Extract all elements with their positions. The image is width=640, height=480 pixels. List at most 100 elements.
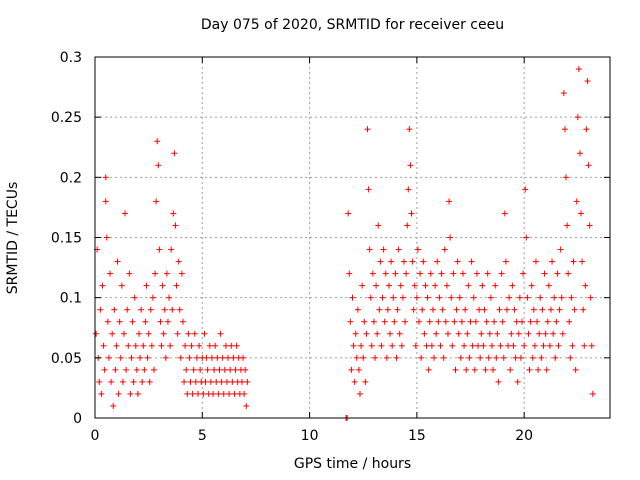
data-point xyxy=(580,306,587,313)
data-point xyxy=(499,318,506,325)
data-point xyxy=(455,330,462,337)
data-point xyxy=(242,366,249,373)
data-point xyxy=(446,198,453,205)
data-point xyxy=(230,354,237,361)
data-point xyxy=(440,354,447,361)
y-tick-label: 0.2 xyxy=(60,170,82,186)
data-point xyxy=(404,222,411,229)
data-point xyxy=(102,174,109,181)
data-point xyxy=(528,282,535,289)
data-point xyxy=(359,282,366,289)
data-point xyxy=(387,330,394,337)
data-point xyxy=(569,342,576,349)
data-point xyxy=(547,306,554,313)
data-point xyxy=(211,366,218,373)
data-point xyxy=(428,342,435,349)
data-point xyxy=(549,258,556,265)
data-point xyxy=(417,270,424,277)
data-point xyxy=(497,342,504,349)
data-point xyxy=(485,354,492,361)
data-point xyxy=(167,342,174,349)
data-point xyxy=(238,378,245,385)
data-point xyxy=(220,390,227,397)
data-point xyxy=(348,366,355,373)
data-point xyxy=(197,366,204,373)
data-point xyxy=(513,318,520,325)
x-tick-label: 10 xyxy=(301,428,319,444)
data-point xyxy=(395,246,402,253)
data-point xyxy=(100,342,107,349)
data-point xyxy=(351,378,358,385)
data-point xyxy=(188,342,195,349)
data-point xyxy=(511,306,518,313)
data-point xyxy=(125,342,132,349)
data-point xyxy=(530,306,537,313)
data-point xyxy=(126,270,133,277)
data-point xyxy=(375,222,382,229)
data-point xyxy=(135,330,142,337)
data-point xyxy=(439,306,446,313)
data-point xyxy=(378,342,385,349)
data-point xyxy=(457,354,464,361)
data-point xyxy=(226,390,233,397)
data-point xyxy=(441,246,448,253)
data-point xyxy=(222,342,229,349)
data-point xyxy=(162,354,169,361)
data-point xyxy=(405,186,412,193)
data-point xyxy=(579,258,586,265)
data-point xyxy=(227,366,234,373)
data-point xyxy=(170,210,177,217)
data-point xyxy=(178,270,185,277)
data-point xyxy=(419,306,426,313)
data-point xyxy=(383,354,390,361)
data-point xyxy=(184,390,191,397)
chart-points xyxy=(93,66,596,421)
data-point xyxy=(537,294,544,301)
data-point xyxy=(379,294,386,301)
data-point xyxy=(477,354,484,361)
data-point xyxy=(195,390,201,397)
data-point xyxy=(551,294,558,301)
data-point xyxy=(366,246,373,253)
data-point xyxy=(522,186,529,193)
data-point xyxy=(482,366,489,373)
data-point xyxy=(110,402,117,409)
data-point xyxy=(120,330,127,337)
data-point xyxy=(418,354,425,361)
data-point xyxy=(169,306,176,313)
data-point xyxy=(394,306,401,313)
data-point xyxy=(102,198,109,205)
data-point xyxy=(142,318,149,325)
data-point xyxy=(350,342,357,349)
data-point xyxy=(520,270,527,277)
data-point xyxy=(112,366,119,373)
data-point xyxy=(119,378,126,385)
data-point xyxy=(146,378,153,385)
data-point xyxy=(574,114,581,121)
data-point xyxy=(564,222,571,229)
data-point xyxy=(221,366,228,373)
data-point xyxy=(207,378,214,385)
data-point xyxy=(461,342,468,349)
data-point xyxy=(500,354,507,361)
data-point xyxy=(137,354,144,361)
data-point xyxy=(144,354,151,361)
data-point xyxy=(99,282,106,289)
data-point xyxy=(181,378,188,385)
data-point xyxy=(244,378,251,385)
data-point xyxy=(407,162,414,169)
data-point xyxy=(231,390,238,397)
data-point xyxy=(586,222,593,229)
data-point xyxy=(545,282,552,289)
data-point xyxy=(175,258,182,265)
data-point xyxy=(464,330,471,337)
data-point xyxy=(358,342,365,349)
data-point xyxy=(560,90,567,97)
y-tick-label: 0.05 xyxy=(51,351,82,367)
data-point xyxy=(491,318,498,325)
data-point xyxy=(215,390,222,397)
data-point xyxy=(98,390,105,397)
data-point xyxy=(122,210,129,217)
chart-title: Day 075 of 2020, SRMTID for receiver cee… xyxy=(200,17,505,33)
data-point xyxy=(504,306,510,313)
